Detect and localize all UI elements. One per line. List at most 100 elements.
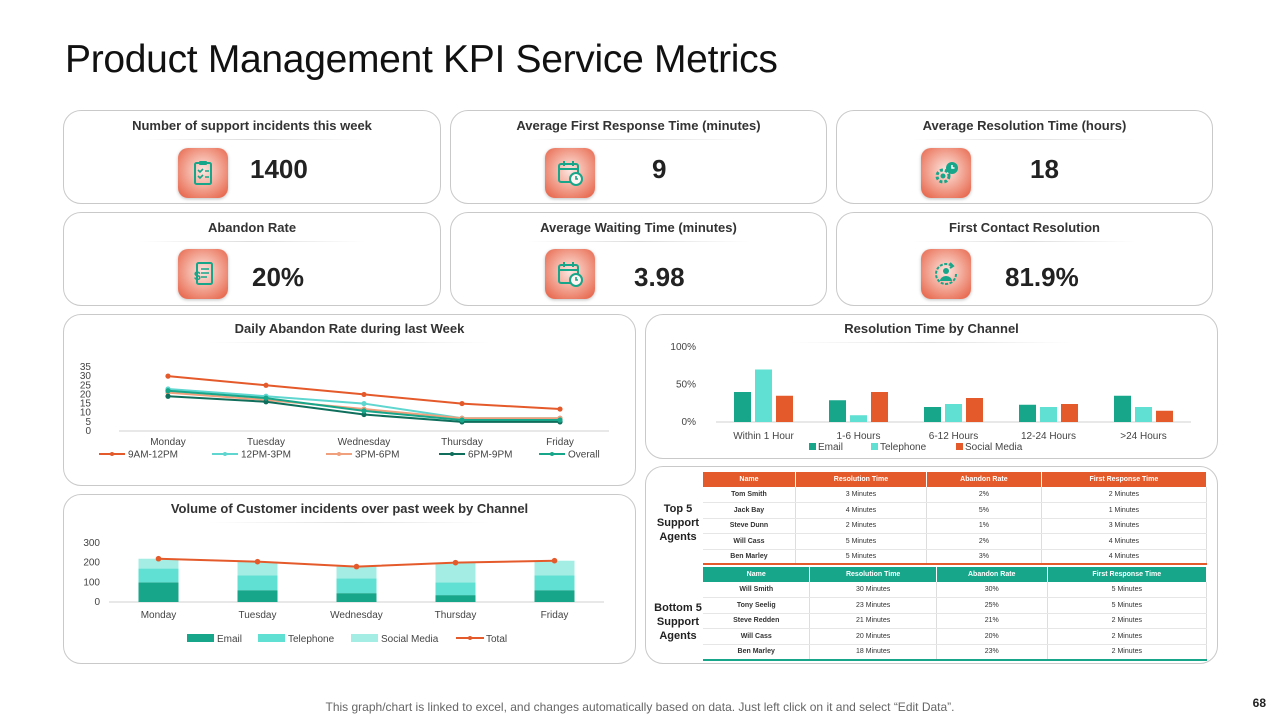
legend-swatch-email <box>809 443 816 450</box>
data-point-overall <box>459 417 465 423</box>
table-cell: Will Cass <box>703 628 811 645</box>
table-cell: 23 Minutes <box>809 597 937 614</box>
table-row: Tom Smith 3 Minutes 2% 2 Minutes <box>703 487 1208 503</box>
data-point-9am-12pm <box>459 400 465 407</box>
page-title: Product Management KPI Service Metrics <box>65 38 778 81</box>
chart-title: Resolution Time by Channel <box>646 321 1217 343</box>
kpi-value: 20% <box>252 262 305 292</box>
kpi-value: 18 <box>1030 154 1059 184</box>
legend-swatch-social-media <box>351 634 378 642</box>
table-cell: 30 Minutes <box>809 582 937 598</box>
data-point-total <box>353 563 360 570</box>
chart-title: Daily Abandon Rate during last Week <box>64 321 635 343</box>
kpi-title: Average Waiting Time (minutes) <box>451 220 826 242</box>
data-point-overall <box>557 417 563 423</box>
legend-marker-6pm-9pm <box>450 452 454 456</box>
bar-telephone <box>755 369 772 422</box>
legend-label: Telephone <box>880 442 927 453</box>
svg-text:$: $ <box>194 269 201 283</box>
kpi-card-resolution-time: Average Resolution Time (hours) 18 <box>836 110 1213 204</box>
table-cell: 4 Minutes <box>1041 533 1208 550</box>
y-tick-label: 200 <box>83 558 100 569</box>
bar-telephone <box>1135 407 1152 422</box>
legend-label: Total <box>486 634 507 645</box>
data-point-total <box>551 557 558 564</box>
table-cell: 2 Minutes <box>1041 487 1208 503</box>
kpi-value: 3.98 <box>634 262 685 292</box>
data-point-overall <box>361 408 367 414</box>
table-cell: 2 Minutes <box>1047 628 1208 645</box>
table-cell: 4 Minutes <box>795 502 927 519</box>
data-point-12pm-3pm <box>361 400 367 407</box>
y-tick-label: 100% <box>670 342 696 353</box>
legend-marker-overall <box>550 452 554 456</box>
column-header-resolution-time: Resolution Time <box>809 567 937 582</box>
kpi-title: Average First Response Time (minutes) <box>451 118 826 140</box>
table-cell: Steve Dunn <box>703 518 796 534</box>
table-divider <box>703 659 1207 661</box>
calendar-clock-icon <box>545 249 595 299</box>
data-point-total <box>254 558 261 565</box>
legend-label: 6PM-9PM <box>468 450 512 461</box>
table-cell: 20% <box>936 628 1048 645</box>
y-tick-label: 0 <box>94 597 100 608</box>
stacked-bar-telephone <box>237 575 278 591</box>
table-row: Jack Bay 4 Minutes 5% 1 Minutes <box>703 502 1208 519</box>
legend-swatch-social-media <box>956 443 963 450</box>
data-point-6pm-9pm <box>263 399 269 405</box>
table-row: Will Smith 30 Minutes 30% 5 Minutes <box>703 582 1208 598</box>
y-tick-label: 35 <box>80 362 92 373</box>
x-tick-label: Wednesday <box>338 437 391 448</box>
bar-telephone <box>1040 407 1057 422</box>
table-cell: 25% <box>936 597 1048 614</box>
table-divider <box>703 563 1207 565</box>
table-cell: Jack Bay <box>703 502 796 519</box>
bar-email <box>1019 404 1036 422</box>
footer-note: This graph/chart is linked to excel, and… <box>325 700 955 714</box>
clipboard-checklist-icon <box>178 148 228 198</box>
legend-label: Email <box>818 442 843 453</box>
kpi-card-first-contact-resolution: First Contact Resolution 81.9% <box>836 212 1213 306</box>
stacked-bar-email <box>534 590 575 602</box>
x-tick-label: Friday <box>546 437 574 448</box>
table-cell: 1 Minutes <box>1041 502 1208 519</box>
legend-label: 9AM-12PM <box>128 450 178 461</box>
y-tick-label: 20 <box>80 389 92 400</box>
person-cycle-icon <box>921 249 971 299</box>
data-point-total <box>452 559 459 566</box>
table-cell: 3 Minutes <box>795 487 927 503</box>
bottom-agents-table: Name Resolution Time Abandon Rate First … <box>703 567 1208 660</box>
bar-email <box>734 392 751 422</box>
bar-email <box>829 400 846 422</box>
legend-label: Social Media <box>965 442 1023 453</box>
stacked-bar-telephone <box>336 578 377 594</box>
table-cell: 2% <box>926 533 1042 550</box>
table-cell: 23% <box>936 644 1048 660</box>
resolution-time-chart: 100% 50% 0% Within 1 Hour 1-6 Hours 6-12 Hour… <box>670 342 1191 453</box>
top-agents-label: Top 5 Support Agents <box>656 503 700 543</box>
table-header-row: Name Resolution Time Abandon Rate First … <box>703 567 1208 582</box>
calendar-clock-icon <box>545 148 595 198</box>
document-dollar-icon: $ <box>178 249 228 299</box>
chart-title: Volume of Customer incidents over past w… <box>64 501 635 523</box>
table-cell: 2 Minutes <box>795 518 927 534</box>
y-tick-label: 25 <box>80 380 92 391</box>
table-cell: 21 Minutes <box>809 613 937 629</box>
table-cell: 1% <box>926 518 1042 534</box>
stacked-bar-email <box>237 590 278 602</box>
x-tick-label: Monday <box>141 610 177 621</box>
data-point-9am-12pm <box>557 406 563 412</box>
table-header-row: Name Resolution Time Abandon Rate First … <box>703 472 1208 487</box>
stacked-bar-social-media <box>138 558 179 569</box>
table-cell: 18 Minutes <box>809 644 937 660</box>
data-point-total <box>155 555 162 562</box>
x-tick-label: Within 1 Hour <box>733 431 794 442</box>
table-cell: 2 Minutes <box>1047 613 1208 629</box>
x-tick-label: 1-6 Hours <box>837 431 881 442</box>
stacked-bar-telephone <box>138 568 179 583</box>
stacked-bar-social-media <box>435 562 476 583</box>
stacked-bar-social-media <box>336 566 377 579</box>
bottom-agents-label: Bottom 5 Support Agents <box>654 602 702 642</box>
stacked-bar-social-media <box>534 560 575 576</box>
